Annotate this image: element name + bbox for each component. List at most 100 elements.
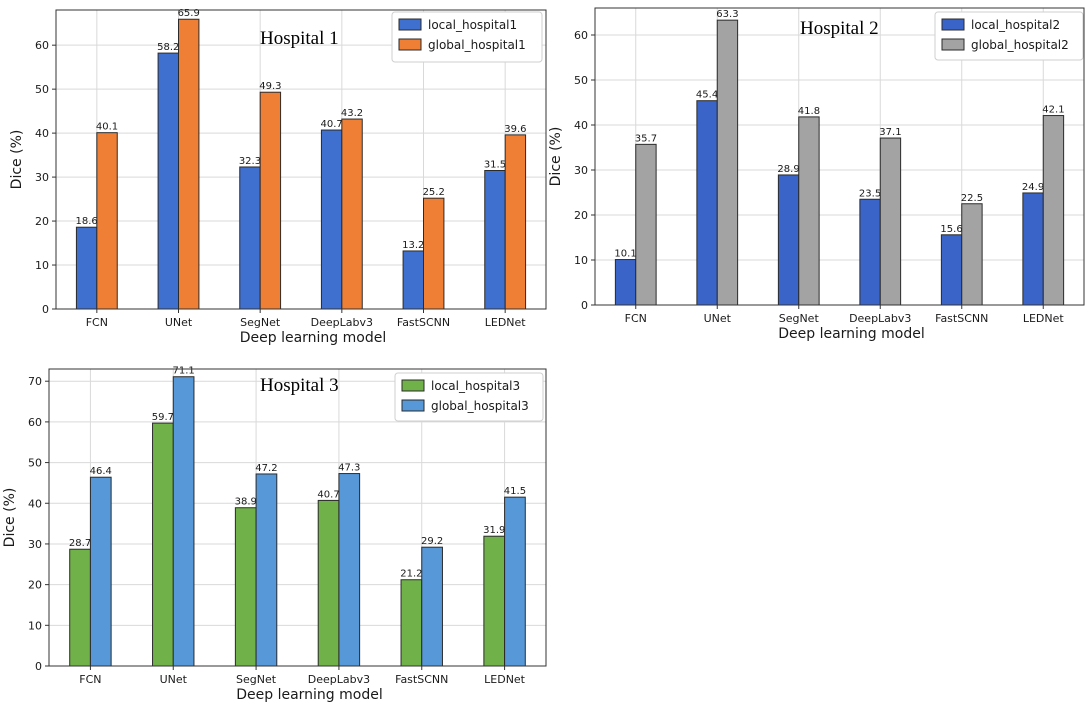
y-tick-label: 30 — [574, 164, 588, 177]
bar-local_hospital1-DeepLabv3 — [320, 129, 343, 310]
legend-box — [394, 372, 544, 422]
chart-title: Hospital 2 — [800, 18, 879, 39]
x-axis-label: Deep learning model — [240, 330, 387, 346]
legend: local_hospital3 global_hospital3 — [394, 372, 544, 422]
data-label: 71.1 — [172, 366, 194, 377]
data-label: 40.7 — [320, 119, 342, 130]
y-axis-label: Dice (%) — [9, 130, 25, 190]
bar-global_hospital3-UNet — [172, 376, 195, 667]
data-label: 18.6 — [75, 216, 97, 227]
y-tick-label: 10 — [574, 254, 588, 267]
legend: local_hospital1 global_hospital1 — [391, 11, 543, 63]
chart-hospital-2: 10.1 45.4 28.9 23.5 15.6 24.9 35.7 63.3 41.8 37.1… — [548, 7, 1085, 342]
x-tick-label: DeepLabv3 — [849, 312, 911, 325]
bar-local_hospital3-FCN — [69, 548, 91, 667]
data-label: 28.9 — [777, 164, 799, 175]
y-tick-label: 0 — [35, 660, 42, 673]
bar-local_hospital2-DeepLabv3 — [859, 198, 881, 306]
x-tick-label: SegNet — [779, 312, 820, 325]
data-label: 21.2 — [400, 569, 422, 580]
y-tick-label: 40 — [574, 119, 588, 132]
bar-local_hospital1-SegNet — [239, 166, 261, 310]
bar-global_hospital3-SegNet — [255, 473, 278, 667]
legend-swatch-global_hospital2 — [941, 38, 965, 51]
bar-global_hospital2-UNet — [716, 19, 739, 306]
y-tick-label: 60 — [28, 416, 42, 429]
legend-swatch-local_hospital3 — [401, 379, 425, 392]
x-tick-label: SegNet — [236, 673, 277, 686]
bar-global_hospital1-UNet — [178, 18, 200, 310]
data-label: 40.1 — [96, 122, 118, 133]
bar-local_hospital1-FCN — [75, 226, 98, 310]
y-tick-label: 60 — [574, 29, 588, 42]
x-tick-label: SegNet — [240, 316, 281, 329]
data-label: 38.9 — [235, 497, 257, 508]
x-tick-label: FastSCNN — [395, 673, 448, 686]
y-tick-label: 50 — [28, 457, 42, 470]
chart-hospital-3: 28.7 59.7 38.9 40.7 21.2 31.9 46.4 71.1 47.2 47.3… — [2, 366, 547, 702]
x-tick-label: DeepLabv3 — [311, 316, 373, 329]
x-tick-label: FCN — [79, 673, 101, 686]
legend-box — [391, 11, 543, 63]
chart-hospital-1: 18.6 58.2 32.3 40.7 13.2 31.5 40.1 65.9 49.3 43.2… — [9, 8, 547, 346]
data-label: 65.9 — [178, 8, 200, 19]
data-label: 63.3 — [716, 9, 738, 20]
bar-local_hospital3-LEDNet — [483, 535, 506, 667]
bar-local_hospital2-FastSCNN — [940, 234, 963, 306]
bar-global_hospital2-DeepLabv3 — [879, 137, 902, 306]
legend: local_hospital2 global_hospital2 — [934, 11, 1084, 61]
bar-local_hospital2-SegNet — [777, 174, 800, 306]
bar-global_hospital1-FCN — [96, 132, 118, 310]
legend-label-global_hospital2: global_hospital2 — [971, 38, 1069, 52]
bar-global_hospital1-FastSCNN — [423, 197, 445, 310]
y-tick-label: 50 — [35, 83, 49, 96]
bar-global_hospital2-SegNet — [798, 116, 820, 306]
data-label: 24.9 — [1022, 182, 1044, 193]
data-label: 42.1 — [1042, 105, 1064, 116]
legend-label-local_hospital1: local_hospital1 — [428, 18, 517, 32]
data-label: 40.7 — [317, 489, 339, 500]
legend-swatch-local_hospital1 — [398, 18, 422, 31]
chart-title: Hospital 3 — [260, 375, 339, 396]
data-label: 47.2 — [255, 463, 277, 474]
y-tick-label: 0 — [581, 299, 588, 312]
axes-frame — [55, 9, 547, 310]
bar-local_hospital2-FCN — [614, 259, 637, 306]
legend-swatch-global_hospital3 — [401, 399, 425, 412]
data-label: 28.7 — [69, 538, 91, 549]
bar-global_hospital2-FCN — [635, 143, 657, 306]
legend-label-local_hospital2: local_hospital2 — [971, 18, 1060, 32]
data-label: 35.7 — [635, 133, 657, 144]
data-label: 32.3 — [239, 156, 261, 167]
bar-global_hospital3-DeepLabv3 — [338, 473, 361, 667]
data-label: 49.3 — [259, 81, 281, 92]
bar-global_hospital3-FastSCNN — [421, 546, 443, 667]
x-axis-label: Deep learning model — [236, 687, 383, 702]
legend-label-local_hospital3: local_hospital3 — [431, 379, 520, 393]
bar-local_hospital2-LEDNet — [1022, 192, 1044, 306]
data-label: 37.1 — [879, 127, 901, 138]
bar-local_hospital3-FastSCNN — [400, 579, 423, 667]
data-label: 31.5 — [484, 159, 506, 170]
y-tick-label: 20 — [574, 209, 588, 222]
bar-global_hospital2-LEDNet — [1042, 115, 1065, 306]
x-axis-label: Deep learning model — [778, 326, 925, 342]
data-label: 43.2 — [341, 108, 363, 119]
y-tick-label: 30 — [28, 538, 42, 551]
legend-swatch-global_hospital1 — [398, 38, 422, 51]
axes-frame — [594, 7, 1085, 306]
data-label: 39.6 — [504, 124, 526, 135]
bar-global_hospital1-DeepLabv3 — [341, 118, 363, 310]
y-axis-label: Dice (%) — [2, 488, 18, 548]
x-tick-label: FastSCNN — [397, 316, 450, 329]
bar-global_hospital3-FCN — [89, 476, 112, 667]
x-tick-label: UNet — [160, 673, 188, 686]
y-tick-label: 20 — [28, 579, 42, 592]
data-label: 13.2 — [402, 240, 424, 251]
legend-swatch-local_hospital2 — [941, 18, 965, 31]
bar-local_hospital1-UNet — [157, 52, 179, 310]
y-tick-label: 40 — [28, 497, 42, 510]
bar-global_hospital1-SegNet — [259, 91, 282, 310]
x-tick-label: DeepLabv3 — [308, 673, 370, 686]
